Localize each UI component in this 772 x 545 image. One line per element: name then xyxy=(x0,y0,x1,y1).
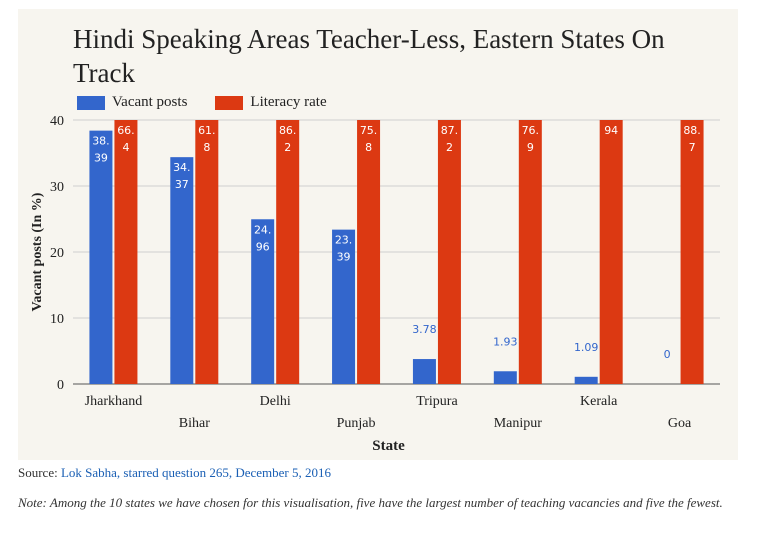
data-label-vacant-posts-kerala: 1.09 xyxy=(574,341,599,354)
source-prefix: Source: xyxy=(18,465,61,480)
source-line: Source: Lok Sabha, starred question 265,… xyxy=(18,465,331,481)
bar-literacy-rate-jharkhand xyxy=(114,120,138,384)
bar-vacant-posts-delhi xyxy=(251,219,275,384)
y-tick-label: 20 xyxy=(50,246,64,261)
chart-title: Hindi Speaking Areas Teacher-Less, Easte… xyxy=(73,24,665,88)
data-label-vacant-posts-manipur: 1.93 xyxy=(493,335,518,348)
data-label-literacy-rate-punjab: 75. 8 xyxy=(360,124,378,154)
bar-chart: 0 10 20 30 40 Vacant posts (In %) State Jharkha… xyxy=(30,114,720,454)
bar-literacy-rate-bihar xyxy=(195,120,219,384)
bar-vacant-posts-punjab xyxy=(332,229,356,384)
x-tick-label-kerala: Kerala xyxy=(580,394,618,409)
bar-literacy-rate-punjab xyxy=(357,120,381,384)
x-tick-label-goa: Goa xyxy=(668,416,692,431)
data-label-literacy-rate-tripura: 87. 2 xyxy=(441,124,459,154)
legend-swatch-vacant-posts xyxy=(77,95,105,110)
bar-vacant-posts-jharkhand xyxy=(89,130,113,384)
x-tick-label-delhi: Delhi xyxy=(260,394,291,409)
data-label-vacant-posts-goa: 0 xyxy=(664,348,671,361)
bar-literacy-rate-goa xyxy=(680,120,704,384)
chart-legend: Vacant posts Literacy rate xyxy=(77,94,355,111)
bar-literacy-rate-delhi xyxy=(276,120,300,384)
legend-label-literacy-rate: Literacy rate xyxy=(250,94,327,110)
bar-vacant-posts-kerala xyxy=(574,376,598,384)
x-tick-label-manipur: Manipur xyxy=(494,416,543,431)
data-label-vacant-posts-jharkhand: 38. 39 xyxy=(92,135,110,165)
data-label-literacy-rate-goa: 88. 7 xyxy=(683,124,701,154)
source-link[interactable]: Lok Sabha, starred question 265, Decembe… xyxy=(60,465,332,480)
bar-vacant-posts-manipur xyxy=(493,371,517,384)
legend-label-vacant-posts: Vacant posts xyxy=(112,94,188,110)
data-label-vacant-posts-punjab: 23. 39 xyxy=(335,234,353,264)
x-tick-label-jharkhand: Jharkhand xyxy=(85,394,143,409)
bar-vacant-posts-tripura xyxy=(412,359,436,384)
legend-item-literacy-rate[interactable]: Literacy rate xyxy=(215,94,327,111)
data-label-literacy-rate-delhi: 86. 2 xyxy=(279,124,297,154)
y-tick-label: 0 xyxy=(57,378,64,393)
bar-literacy-rate-tripura xyxy=(437,120,461,384)
data-label-vacant-posts-bihar: 34. 37 xyxy=(173,161,191,191)
x-axis-label: State xyxy=(372,438,405,454)
data-label-vacant-posts-delhi: 24. 96 xyxy=(254,223,272,253)
legend-swatch-literacy-rate xyxy=(215,95,244,110)
bar-vacant-posts-bihar xyxy=(170,157,194,384)
bar-literacy-rate-kerala xyxy=(599,120,623,384)
x-tick-label-bihar: Bihar xyxy=(179,416,210,431)
x-tick-label-tripura: Tripura xyxy=(416,394,458,409)
chart-panel: 0 10 20 30 40 Vacant posts (In %) State Jharkha… xyxy=(18,9,738,460)
y-axis-label: Vacant posts (In %) xyxy=(30,192,45,311)
data-label-literacy-rate-jharkhand: 66. 4 xyxy=(117,124,135,154)
y-tick-label: 10 xyxy=(50,312,64,327)
x-tick-label-punjab: Punjab xyxy=(337,416,376,431)
chart-note: Note: Among the 10 states we have chosen… xyxy=(18,495,723,510)
y-tick-label: 30 xyxy=(50,180,64,195)
data-label-literacy-rate-bihar: 61. 8 xyxy=(198,124,216,154)
data-label-vacant-posts-tripura: 3.78 xyxy=(412,323,437,336)
data-label-literacy-rate-kerala: 94 xyxy=(604,124,618,137)
y-tick-label: 40 xyxy=(50,114,64,129)
data-label-literacy-rate-manipur: 76. 9 xyxy=(522,124,540,154)
legend-item-vacant-posts[interactable]: Vacant posts xyxy=(77,94,187,111)
bar-literacy-rate-manipur xyxy=(518,120,542,384)
